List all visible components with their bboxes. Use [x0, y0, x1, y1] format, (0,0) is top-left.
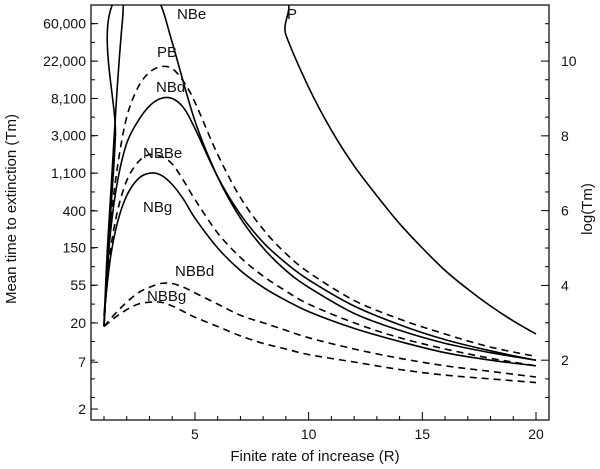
left-tick-label: 8,100 — [51, 90, 86, 106]
right-axis-title: log(Tm) — [579, 183, 596, 235]
series-line-nbe — [103, 5, 537, 361]
left-tick-label: 55 — [70, 277, 86, 293]
series-line-nbbe — [103, 153, 537, 367]
x-tick-label: 20 — [528, 426, 544, 442]
series-line-nbd — [103, 96, 537, 361]
left-tick-label: 20 — [70, 315, 86, 331]
series-line-nbbd — [103, 282, 537, 378]
series-label-pb: PB — [157, 44, 177, 61]
left-tick-label: 3,000 — [51, 128, 86, 144]
left-tick-label: 7 — [78, 354, 86, 370]
series-curves — [103, 5, 537, 384]
series-label-p: P — [287, 6, 297, 23]
right-tick-label: 10 — [561, 53, 577, 69]
left-axis-ticks: 60,000 22,000 8,100 3,000 1,100 400 150 55 20 7 2 — [43, 16, 98, 417]
x-tick-label: 10 — [301, 426, 317, 442]
left-tick-label: 400 — [63, 203, 87, 219]
left-tick-label: 150 — [63, 240, 87, 256]
right-tick-label: 4 — [561, 277, 569, 293]
series-label-nbbg: NBBg — [147, 288, 186, 305]
series-label-nbg: NBg — [143, 199, 172, 216]
x-axis-ticks: 5 10 15 20 — [103, 412, 544, 442]
x-axis-title: Finite rate of increase (R) — [230, 448, 399, 465]
left-tick-label: 2 — [78, 401, 86, 417]
right-tick-label: 6 — [561, 203, 569, 219]
right-axis-ticks: 2 4 6 8 10 — [541, 23, 577, 399]
series-line-nbg — [103, 172, 537, 367]
x-tick-label: 15 — [415, 426, 431, 442]
right-tick-label: 2 — [561, 352, 569, 368]
x-tick-label: 5 — [191, 426, 199, 442]
series-label-nbd: NBd — [156, 79, 185, 96]
series-line-p — [103, 5, 537, 335]
plot-frame — [90, 4, 550, 421]
left-axis-title: Mean time to extinction (Tm) — [3, 114, 20, 304]
series-label-nbbd: NBBd — [175, 263, 214, 280]
left-tick-label: 22,000 — [43, 53, 86, 69]
series-line-nbbg — [103, 301, 537, 384]
right-tick-label: 8 — [561, 128, 569, 144]
left-tick-label: 1,100 — [51, 165, 86, 181]
left-tick-label: 60,000 — [43, 16, 86, 32]
series-label-nbbe: NBBe — [143, 145, 182, 162]
series-labels: P NBe PB NBd NBBe NBg NBBd NBBg — [143, 6, 297, 305]
series-label-nbe: NBe — [177, 6, 206, 23]
plot-border — [90, 4, 550, 421]
series-line-pb — [103, 65, 537, 358]
